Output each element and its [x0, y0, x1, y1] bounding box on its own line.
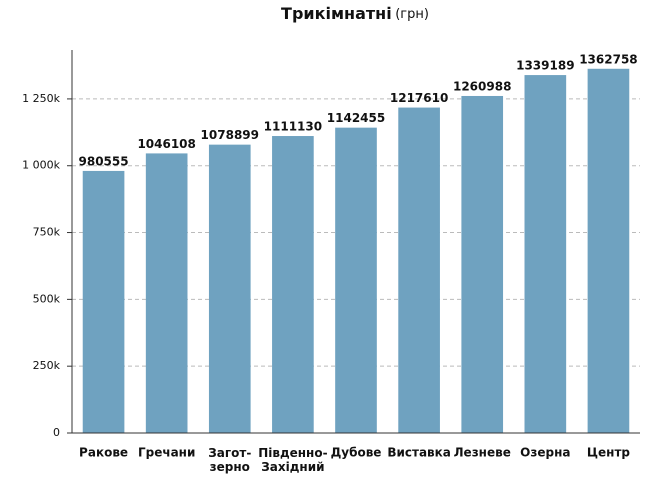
value-label: 1111130 [264, 120, 322, 134]
value-label: 980555 [79, 154, 129, 168]
x-tick-line: зерно [210, 460, 250, 474]
x-tick-label: Виставка [387, 446, 451, 460]
x-tick-label: Гречани [138, 446, 195, 460]
bar [82, 170, 125, 433]
x-tick-line: Західний [261, 460, 324, 474]
x-tick-label: Ракове [79, 446, 128, 460]
bar [398, 107, 440, 433]
chart-title: Трикімнатні (грн) [281, 4, 429, 23]
value-label: 1339189 [516, 59, 574, 73]
x-tick-label: Південно-Західний [258, 446, 327, 474]
bar [587, 68, 630, 433]
value-label: 1142455 [327, 111, 385, 125]
value-label: 1362758 [579, 52, 637, 66]
bar [145, 153, 188, 433]
value-label: 1078899 [201, 128, 259, 142]
y-tick-label: 1 000k [22, 159, 60, 172]
x-tick-label: Загот-зерно [208, 446, 251, 474]
x-tick-label: Озерна [520, 446, 570, 460]
y-tick-label: 0 [53, 426, 60, 439]
y-tick-label: 1 250k [22, 92, 60, 105]
bar [461, 95, 504, 433]
x-tick-label: Лезневе [454, 446, 511, 460]
x-tick-line: Південно- [258, 446, 327, 460]
value-label: 1260988 [453, 79, 511, 93]
y-tick-label: 250k [33, 359, 61, 372]
value-label: 1046108 [137, 137, 195, 151]
y-tick-label: 750k [33, 226, 61, 239]
bar [524, 75, 567, 434]
x-tick-line: Загот- [208, 446, 251, 460]
x-tick-label: Дубове [331, 446, 382, 460]
bar [272, 136, 314, 433]
bar [335, 127, 377, 433]
title-main: Трикімнатні [281, 4, 392, 23]
value-label: 1217610 [390, 91, 448, 105]
y-tick-label: 500k [33, 292, 61, 305]
x-tick-label: Центр [587, 446, 631, 460]
title-unit: (грн) [395, 7, 429, 22]
bar [208, 144, 251, 433]
